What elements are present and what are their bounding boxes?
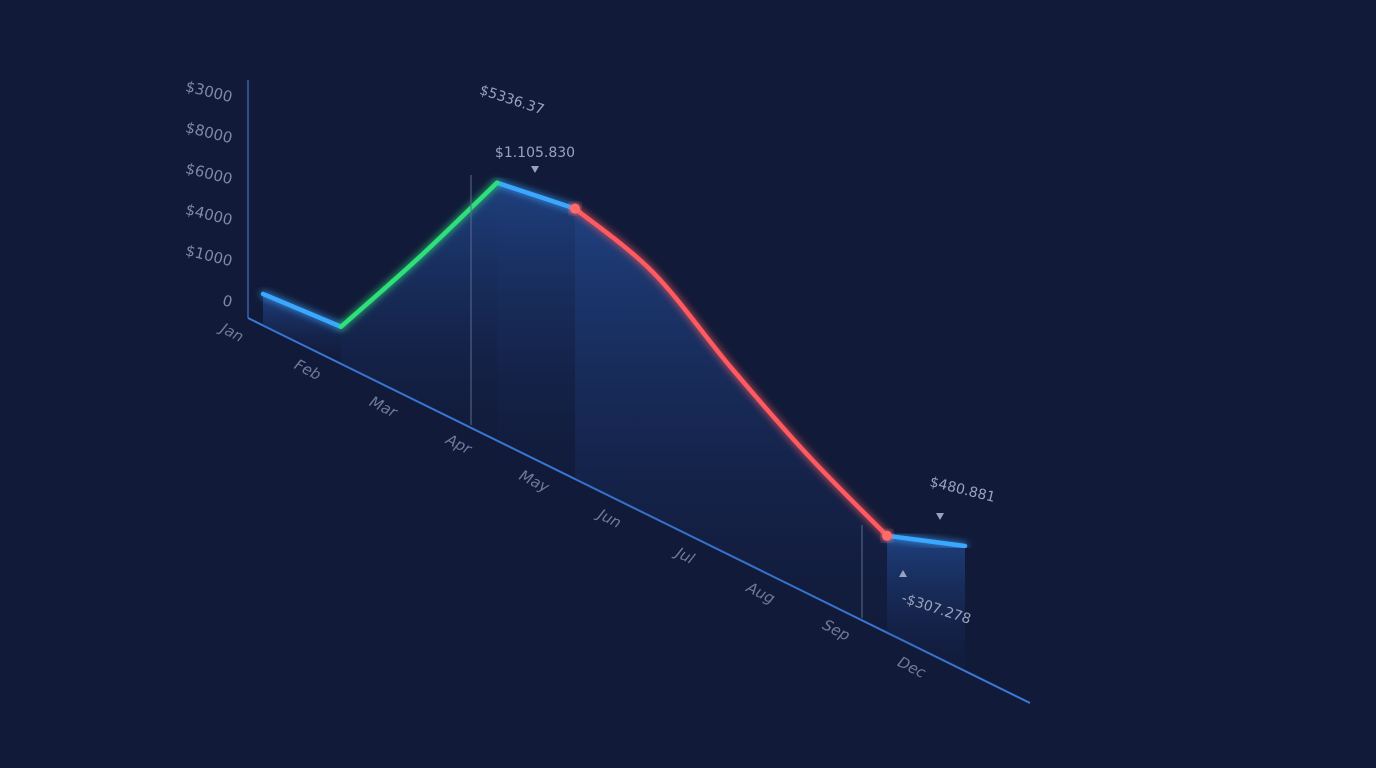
annotation: $1.105.830 [495, 145, 575, 161]
point [570, 203, 580, 214]
area-layer [263, 182, 965, 672]
line [338, 180, 500, 330]
pointer [531, 166, 539, 173]
line [572, 206, 890, 539]
pointer [899, 570, 907, 577]
point [882, 530, 892, 541]
line [260, 291, 344, 330]
area [263, 293, 341, 364]
area [575, 208, 887, 634]
area [497, 182, 575, 480]
pointer [936, 513, 944, 520]
line [494, 180, 578, 211]
y-tick-label: 0 [221, 291, 235, 311]
area [887, 535, 965, 672]
area [341, 182, 497, 441]
